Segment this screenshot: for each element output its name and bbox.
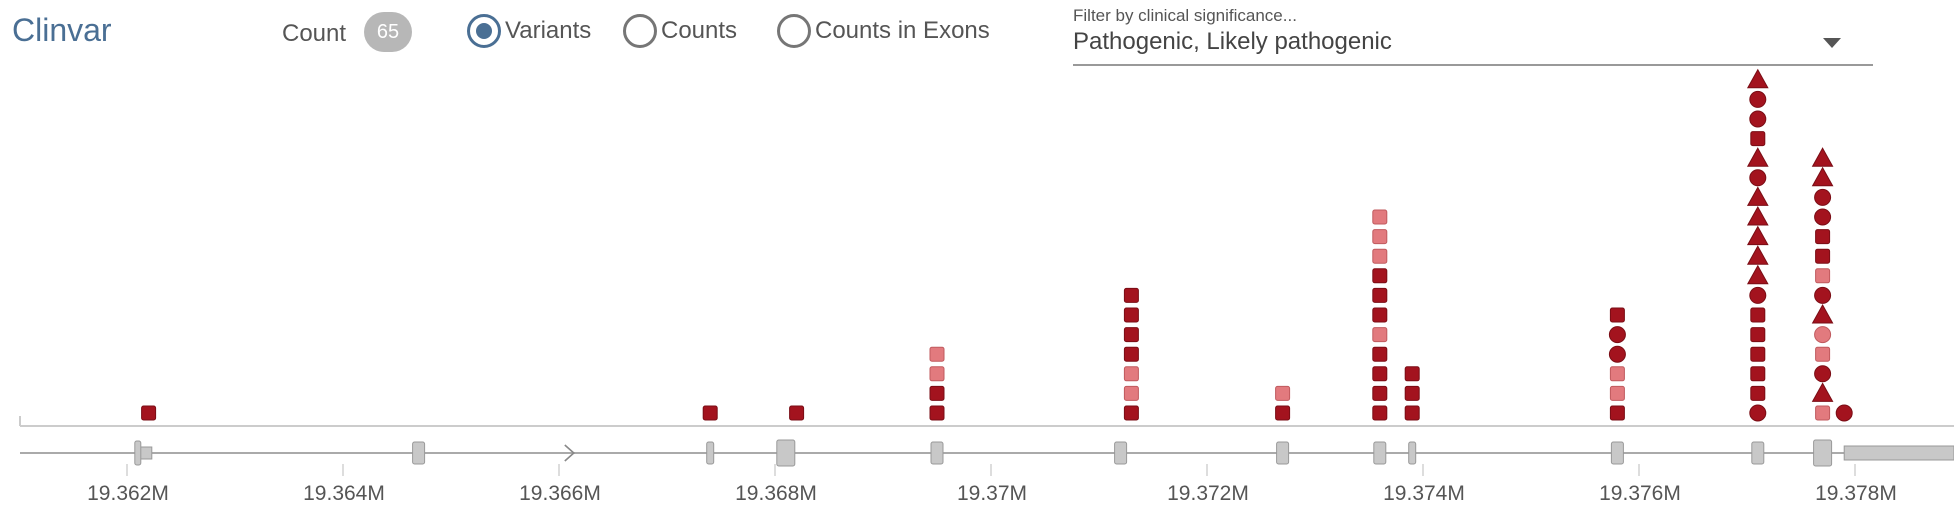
exon-block[interactable]	[135, 441, 141, 465]
variant-pathogenic-circle[interactable]	[1750, 91, 1766, 107]
variant-pathogenic-square[interactable]	[1751, 308, 1765, 322]
variant-likely-pathogenic-square[interactable]	[1373, 210, 1387, 224]
variant-pathogenic-triangle[interactable]	[1748, 148, 1768, 166]
variant-pathogenic-square[interactable]	[703, 406, 717, 420]
variant-pathogenic-triangle[interactable]	[1748, 187, 1768, 205]
variant-pathogenic-square[interactable]	[1124, 406, 1138, 420]
variant-pathogenic-circle[interactable]	[1609, 327, 1625, 343]
variant-pathogenic-square[interactable]	[1373, 347, 1387, 361]
variant-pathogenic-square[interactable]	[1373, 308, 1387, 322]
variant-pathogenic-square[interactable]	[1373, 367, 1387, 381]
exon-block[interactable]	[413, 442, 425, 464]
variant-pathogenic-triangle[interactable]	[1813, 148, 1833, 166]
exon-block[interactable]	[1374, 442, 1386, 464]
variant-pathogenic-triangle[interactable]	[1748, 246, 1768, 264]
variant-pathogenic-triangle[interactable]	[1813, 383, 1833, 401]
variant-likely-pathogenic-square[interactable]	[1373, 230, 1387, 244]
variant-likely-pathogenic-square[interactable]	[1610, 367, 1624, 381]
variant-pathogenic-circle[interactable]	[1836, 405, 1852, 421]
exon-block[interactable]	[777, 440, 795, 466]
variant-likely-pathogenic-square[interactable]	[1816, 347, 1830, 361]
variant-pathogenic-triangle[interactable]	[1748, 70, 1768, 88]
variant-pathogenic-square[interactable]	[1816, 230, 1830, 244]
axis-tick-label: 19.378M	[1815, 482, 1897, 505]
variant-pathogenic-square[interactable]	[1124, 288, 1138, 302]
variant-likely-pathogenic-square[interactable]	[1124, 386, 1138, 400]
variant-pathogenic-circle[interactable]	[1815, 366, 1831, 382]
axis-tick-label: 19.376M	[1599, 482, 1681, 505]
variant-pathogenic-square[interactable]	[930, 386, 944, 400]
variant-pathogenic-circle[interactable]	[1750, 170, 1766, 186]
variant-pathogenic-square[interactable]	[1405, 386, 1419, 400]
variant-pathogenic-square[interactable]	[1816, 249, 1830, 263]
variant-pathogenic-circle[interactable]	[1815, 209, 1831, 225]
variant-pathogenic-circle[interactable]	[1750, 405, 1766, 421]
axis-tick-label: 19.364M	[303, 482, 385, 505]
variant-likely-pathogenic-circle[interactable]	[1815, 327, 1831, 343]
variant-pathogenic-circle[interactable]	[1750, 111, 1766, 127]
variant-pathogenic-square[interactable]	[1276, 406, 1290, 420]
utr-tail	[1844, 446, 1954, 460]
exon-block[interactable]	[707, 442, 714, 464]
variant-pathogenic-square[interactable]	[1405, 367, 1419, 381]
variant-likely-pathogenic-square[interactable]	[930, 367, 944, 381]
exon-block[interactable]	[1277, 442, 1289, 464]
axis-tick-label: 19.362M	[87, 482, 169, 505]
variant-pathogenic-square[interactable]	[1610, 308, 1624, 322]
exon-block[interactable]	[1752, 442, 1764, 464]
axis-tick-label: 19.37M	[957, 482, 1027, 505]
exon-block[interactable]	[1115, 442, 1127, 464]
variant-pathogenic-square[interactable]	[1373, 406, 1387, 420]
variant-pathogenic-square[interactable]	[1373, 288, 1387, 302]
variant-pathogenic-square[interactable]	[1373, 386, 1387, 400]
variant-pathogenic-triangle[interactable]	[1813, 305, 1833, 323]
variant-likely-pathogenic-square[interactable]	[1610, 386, 1624, 400]
variant-likely-pathogenic-square[interactable]	[930, 347, 944, 361]
variant-pathogenic-triangle[interactable]	[1748, 227, 1768, 245]
variant-pathogenic-circle[interactable]	[1815, 287, 1831, 303]
variant-likely-pathogenic-square[interactable]	[1124, 367, 1138, 381]
variant-pathogenic-square[interactable]	[142, 406, 156, 420]
variant-pathogenic-square[interactable]	[1751, 367, 1765, 381]
variant-pathogenic-square[interactable]	[1124, 347, 1138, 361]
variant-pathogenic-square[interactable]	[1751, 132, 1765, 146]
variant-pathogenic-square[interactable]	[1751, 328, 1765, 342]
variant-likely-pathogenic-square[interactable]	[1373, 328, 1387, 342]
variant-pathogenic-square[interactable]	[790, 406, 804, 420]
variant-pathogenic-circle[interactable]	[1609, 346, 1625, 362]
variant-likely-pathogenic-square[interactable]	[1373, 249, 1387, 263]
variant-likely-pathogenic-square[interactable]	[1276, 386, 1290, 400]
variant-likely-pathogenic-square[interactable]	[1816, 269, 1830, 283]
variant-pathogenic-circle[interactable]	[1750, 287, 1766, 303]
variant-pathogenic-square[interactable]	[1124, 328, 1138, 342]
axis-tick-label: 19.366M	[519, 482, 601, 505]
exon-block[interactable]	[1611, 442, 1623, 464]
variant-pathogenic-triangle[interactable]	[1813, 168, 1833, 186]
variant-pathogenic-square[interactable]	[930, 406, 944, 420]
axis-tick-label: 19.374M	[1383, 482, 1465, 505]
axis-tick-label: 19.368M	[735, 482, 817, 505]
axis-tick-label: 19.372M	[1167, 482, 1249, 505]
variant-pathogenic-circle[interactable]	[1815, 189, 1831, 205]
variant-pathogenic-triangle[interactable]	[1748, 207, 1768, 225]
variant-pathogenic-square[interactable]	[1610, 406, 1624, 420]
variant-pathogenic-square[interactable]	[1405, 406, 1419, 420]
variant-pathogenic-square[interactable]	[1373, 269, 1387, 283]
variant-pathogenic-square[interactable]	[1751, 347, 1765, 361]
variant-pathogenic-square[interactable]	[1751, 386, 1765, 400]
exon-block[interactable]	[1814, 440, 1832, 466]
exon-block[interactable]	[1409, 442, 1416, 464]
exon-block[interactable]	[931, 442, 943, 464]
variant-likely-pathogenic-square[interactable]	[1816, 406, 1830, 420]
variant-pathogenic-square[interactable]	[1124, 308, 1138, 322]
variant-pathogenic-triangle[interactable]	[1748, 266, 1768, 284]
